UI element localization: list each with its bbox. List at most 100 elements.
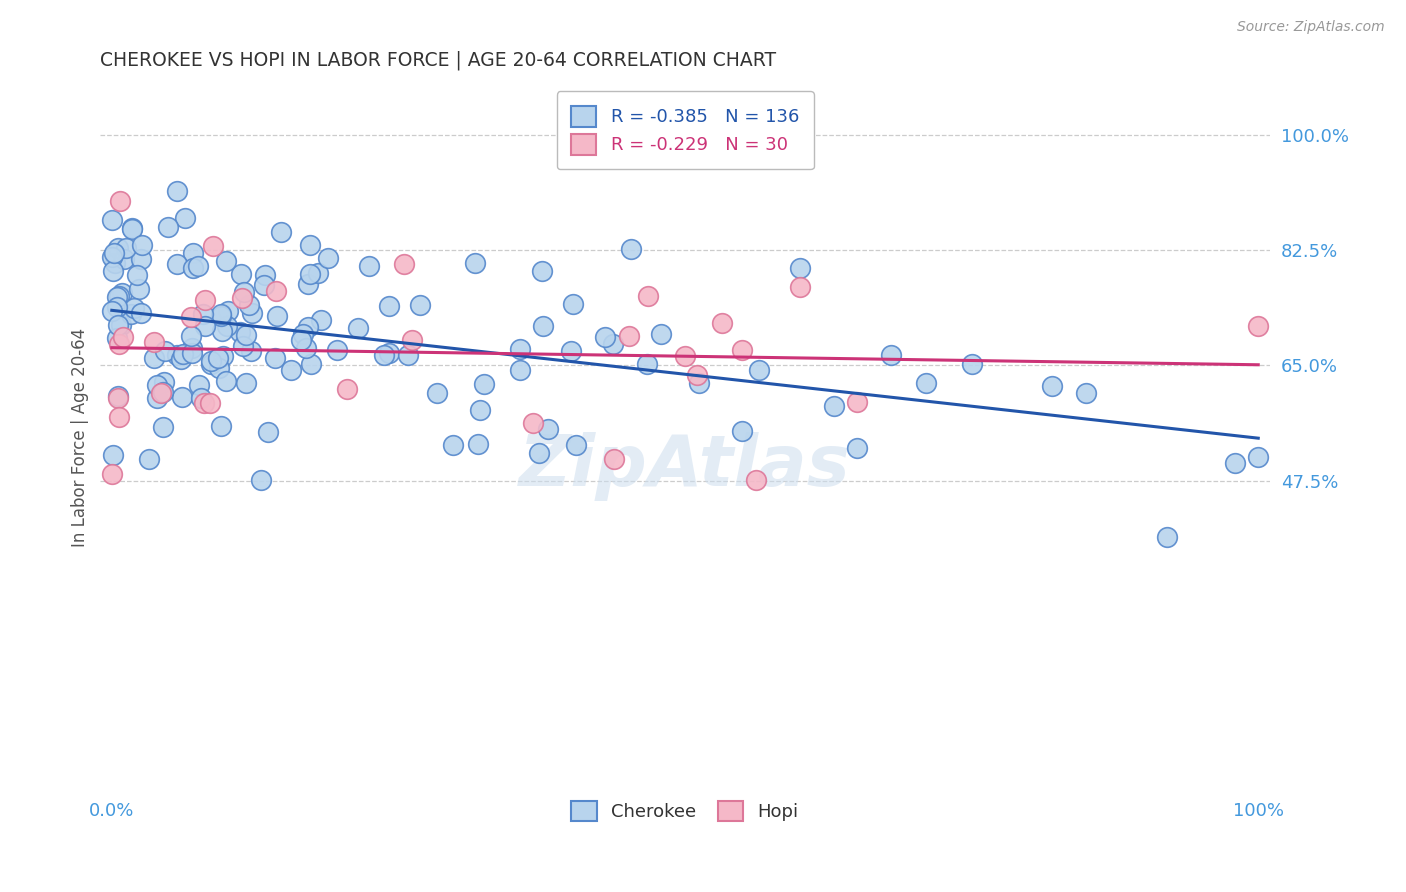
Text: Source: ZipAtlas.com: Source: ZipAtlas.com xyxy=(1237,20,1385,34)
Point xyxy=(114,241,136,255)
Point xyxy=(823,399,845,413)
Point xyxy=(172,347,194,361)
Point xyxy=(152,375,174,389)
Point xyxy=(253,268,276,282)
Point xyxy=(101,448,124,462)
Point xyxy=(180,310,202,324)
Point xyxy=(105,331,128,345)
Point xyxy=(238,298,260,312)
Point xyxy=(1247,450,1270,464)
Point xyxy=(789,260,811,275)
Point xyxy=(650,326,672,341)
Point xyxy=(562,297,585,311)
Point xyxy=(307,266,329,280)
Point xyxy=(509,342,531,356)
Point xyxy=(530,264,553,278)
Point xyxy=(183,246,205,260)
Point xyxy=(266,284,288,298)
Point xyxy=(108,194,131,208)
Point xyxy=(201,238,224,252)
Point xyxy=(401,334,423,348)
Point xyxy=(200,357,222,371)
Point xyxy=(620,242,643,256)
Point xyxy=(103,246,125,260)
Point xyxy=(409,298,432,312)
Point xyxy=(121,222,143,236)
Point xyxy=(207,360,229,375)
Point xyxy=(685,368,707,382)
Point xyxy=(846,441,869,455)
Point xyxy=(396,348,419,362)
Point xyxy=(377,299,399,313)
Point xyxy=(124,301,146,316)
Point xyxy=(101,304,124,318)
Point xyxy=(217,304,239,318)
Point xyxy=(537,421,560,435)
Point xyxy=(880,348,903,362)
Point xyxy=(673,349,696,363)
Point xyxy=(1156,530,1178,544)
Point xyxy=(129,252,152,266)
Point xyxy=(789,280,811,294)
Point xyxy=(121,220,143,235)
Point xyxy=(636,357,658,371)
Point xyxy=(153,344,176,359)
Point xyxy=(170,390,193,404)
Point xyxy=(194,293,217,307)
Point xyxy=(111,286,134,301)
Point xyxy=(232,339,254,353)
Point xyxy=(200,353,222,368)
Point xyxy=(193,306,215,320)
Point xyxy=(107,318,129,332)
Point xyxy=(731,424,754,438)
Point xyxy=(193,396,215,410)
Point xyxy=(522,416,544,430)
Point xyxy=(101,213,124,227)
Point xyxy=(207,351,229,365)
Point xyxy=(748,362,770,376)
Point xyxy=(239,344,262,359)
Point xyxy=(914,376,936,390)
Point xyxy=(131,237,153,252)
Point xyxy=(266,309,288,323)
Point xyxy=(152,384,174,399)
Point xyxy=(316,251,339,265)
Point xyxy=(565,438,588,452)
Point xyxy=(593,330,616,344)
Point xyxy=(745,473,768,487)
Point xyxy=(211,324,233,338)
Point xyxy=(378,346,401,360)
Point xyxy=(108,289,131,303)
Point xyxy=(846,395,869,409)
Point xyxy=(181,260,204,275)
Point xyxy=(960,357,983,371)
Text: CHEROKEE VS HOPI IN LABOR FORCE | AGE 20-64 CORRELATION CHART: CHEROKEE VS HOPI IN LABOR FORCE | AGE 20… xyxy=(100,51,776,70)
Point xyxy=(240,305,263,319)
Point xyxy=(1247,318,1270,333)
Point xyxy=(150,386,173,401)
Point xyxy=(229,268,252,282)
Point xyxy=(1076,385,1098,400)
Point xyxy=(194,318,217,333)
Point xyxy=(129,306,152,320)
Point xyxy=(426,385,449,400)
Point xyxy=(617,329,640,343)
Point xyxy=(291,326,314,341)
Point xyxy=(232,285,254,299)
Legend: Cherokee, Hopi: Cherokee, Hopi xyxy=(558,788,811,834)
Point xyxy=(190,392,212,406)
Point xyxy=(280,363,302,377)
Point xyxy=(602,336,624,351)
Point xyxy=(467,436,489,450)
Point xyxy=(101,467,124,482)
Point xyxy=(187,259,209,273)
Point xyxy=(637,289,659,303)
Point xyxy=(441,438,464,452)
Point xyxy=(560,343,582,358)
Point xyxy=(373,348,395,362)
Point xyxy=(509,363,531,377)
Point xyxy=(263,351,285,366)
Point xyxy=(180,328,202,343)
Point xyxy=(298,267,321,281)
Point xyxy=(146,378,169,392)
